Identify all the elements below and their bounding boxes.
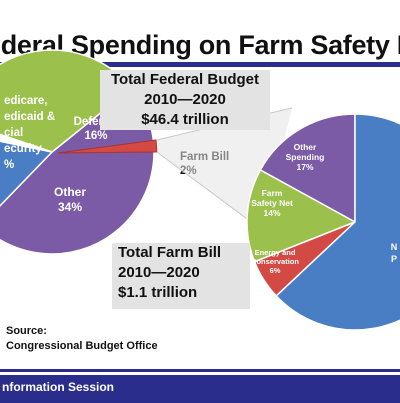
source-note: Source: Congressional Budget Office <box>6 324 158 354</box>
pie-slice-nutrition-programs <box>275 113 400 331</box>
slice-label: Energy and Conservation 6% <box>251 248 299 275</box>
callout-line: 2010—2020 <box>118 264 200 281</box>
callout-line: $46.4 trillion <box>141 111 229 128</box>
callout-line: 2010—2020 <box>144 91 226 108</box>
callout-line: Total Farm Bill <box>118 244 222 261</box>
slice-label: Other 34% <box>54 185 86 214</box>
callout-line: $1.1 trillion <box>118 284 198 301</box>
source-name: Congressional Budget Office <box>6 340 158 352</box>
pie-slice-farm-safety-net <box>246 168 357 263</box>
pie-slice-farm-bill <box>57 139 158 154</box>
slice-label: Farm Safety Net 14% <box>251 188 293 218</box>
farm-bill-pie: Other Spending 17% Farm Safety Net 14% Energy … <box>246 113 400 331</box>
footer-bar: nformation Session <box>0 372 400 403</box>
slice-label: edicare, edicaid & cial ecurity% <box>4 95 55 171</box>
source-label: Source: <box>6 325 47 337</box>
slice-label: Other Spending 17% <box>286 142 325 172</box>
footer-text: nformation Session <box>2 380 115 394</box>
pie-slice-other-spending <box>259 113 356 224</box>
federal-budget-callout: Total Federal Budget 2010—2020 $46.4 tri… <box>100 70 270 130</box>
farm-bill-callout: Total Farm Bill 2010—2020 $1.1 trillion <box>112 243 250 309</box>
pie-slice-defense <box>0 140 54 207</box>
callout-line: Total Federal Budget <box>110 71 260 88</box>
title-divider <box>0 62 400 67</box>
